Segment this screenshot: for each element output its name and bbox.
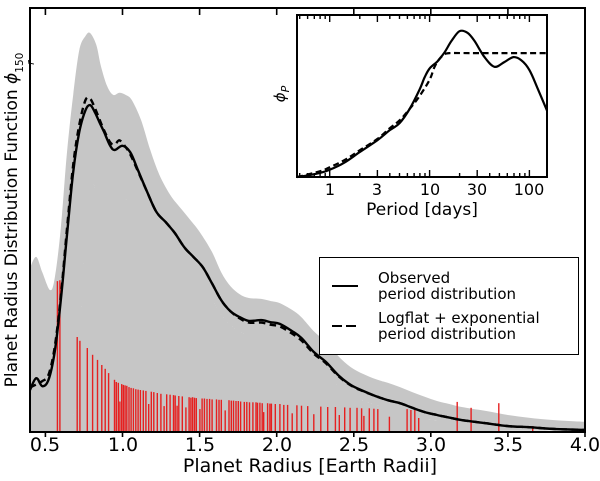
x-tick-label: 3.0 xyxy=(415,434,447,456)
phi-p-symbol: ϕ xyxy=(271,92,289,103)
legend-entry-logflat: Logflat + exponential period distributio… xyxy=(332,308,578,343)
phi-p-subscript: P xyxy=(279,85,292,93)
inset-axes-frame xyxy=(296,14,548,178)
rug-plot xyxy=(56,280,534,432)
inset-x-tick-label: 3 xyxy=(371,180,383,199)
x-tick-label: 4.0 xyxy=(569,434,600,456)
x-tick-label: 2.0 xyxy=(261,434,293,456)
x-tick-label: 3.5 xyxy=(492,434,524,456)
main-axes-frame xyxy=(29,7,586,433)
legend-entry-observed: Observed period distribution xyxy=(332,268,578,303)
legend-label-logflat: Logflat + exponential period distributio… xyxy=(378,308,540,343)
inset-observed-curve xyxy=(297,29,549,179)
inset-axis-ticks xyxy=(299,15,548,177)
x-tick-label: 0.5 xyxy=(29,434,61,456)
inset-x-tick-label: 100 xyxy=(513,180,545,199)
legend: Observed period distribution Logflat + e… xyxy=(319,257,579,355)
x-tick-label: 2.5 xyxy=(338,434,370,456)
legend-label-observed: Observed period distribution xyxy=(378,268,517,303)
inset-x-axis-label: Period [days] xyxy=(366,200,478,220)
phi-subscript: r xyxy=(24,60,37,65)
legend-solid-line-sample xyxy=(332,284,358,288)
confidence-band xyxy=(30,32,585,433)
inset-x-tick-label: 10 xyxy=(419,180,441,199)
inset-y-axis-label: ϕP xyxy=(271,72,292,116)
x-axis-label: Planet Radius [Earth Radii] xyxy=(182,455,438,477)
x-tick-label: 1.0 xyxy=(107,434,139,456)
observed-curve xyxy=(28,103,586,432)
x-tick-label: 1.5 xyxy=(184,434,216,456)
phi-r-scripts: 150 r xyxy=(14,52,37,73)
main-axis-ticks xyxy=(44,8,586,437)
inset-background xyxy=(296,14,548,178)
inset-x-tick-label: 30 xyxy=(466,180,488,199)
legend-dashed-line-sample xyxy=(332,324,358,328)
y-axis-label: Planet Radius Distribution Function ϕ 150… xyxy=(2,5,37,435)
phi-superscript: 150 xyxy=(14,52,26,73)
phi-r-symbol: ϕ xyxy=(2,72,22,84)
inset-x-tick-label: 1 xyxy=(324,180,336,199)
y-axis-label-text: Planet Radius Distribution Function xyxy=(2,83,22,388)
inset-dashed-model-curve xyxy=(296,51,547,179)
